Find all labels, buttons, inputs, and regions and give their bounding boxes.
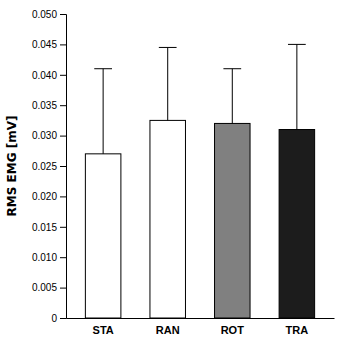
y-tick: 0.015 [32, 222, 66, 233]
y-tick-mark [60, 227, 66, 228]
error-bar-cap [159, 47, 177, 48]
error-bar [94, 69, 112, 154]
error-bar [288, 44, 306, 129]
error-bar [223, 69, 241, 124]
error-bar [159, 47, 177, 120]
x-tick: RAN [156, 318, 180, 336]
y-tick-label: 0.010 [32, 252, 57, 263]
marks [85, 44, 314, 318]
x-tick: STA [93, 318, 114, 336]
y-tick-mark [60, 75, 66, 76]
y-tick: 0.020 [32, 191, 66, 202]
y-tick: 0.030 [32, 130, 66, 141]
bar [85, 154, 121, 318]
x-tick: TRA [286, 318, 309, 336]
y-tick-mark [60, 136, 66, 137]
error-bar-cap [94, 68, 112, 69]
y-tick: 0.045 [32, 39, 66, 50]
y-tick: 0.040 [32, 70, 66, 81]
error-bar-stem [232, 69, 233, 124]
y-tick-mark [60, 196, 66, 197]
y-tick-label: 0 [51, 313, 57, 324]
x-tick-label: TRA [286, 324, 309, 336]
x-axis-line [67, 318, 335, 319]
y-tick-mark [60, 257, 66, 258]
y-tick-label: 0.050 [32, 9, 57, 20]
y-tick-mark [60, 166, 66, 167]
y-tick: 0.050 [32, 9, 66, 20]
bar [215, 123, 251, 318]
y-tick-label: 0.025 [32, 161, 57, 172]
plot: 0 0.005 0.010 0.015 0.020 0.025 0.030 0.035 0.04… [32, 9, 335, 336]
error-bar-stem [103, 69, 104, 154]
y-tick-mark [60, 14, 66, 15]
y-tick-label: 0.005 [32, 282, 57, 293]
error-bar-cap [288, 44, 306, 45]
bar [150, 120, 186, 318]
y-tick-mark [60, 288, 66, 289]
y-tick: 0.035 [32, 100, 66, 111]
y-tick-label: 0.035 [32, 100, 57, 111]
y-axis: 0 0.005 0.010 0.015 0.020 0.025 0.030 0.035 0.04… [32, 9, 67, 324]
x-tick-label: ROT [221, 324, 245, 336]
y-tick-mark [60, 44, 66, 45]
x-tick: ROT [221, 318, 245, 336]
chart: 0 0.005 0.010 0.015 0.020 0.025 0.030 0.035 0.04… [0, 0, 346, 350]
y-tick-label: 0.045 [32, 39, 57, 50]
y-tick-label: 0.015 [32, 222, 57, 233]
y-tick: 0.005 [32, 282, 66, 293]
y-tick-label: 0.020 [32, 191, 57, 202]
y-tick: 0.025 [32, 161, 66, 172]
x-tick-label: RAN [156, 324, 180, 336]
y-tick: 0 [51, 313, 66, 324]
y-tick-label: 0.030 [32, 130, 57, 141]
y-tick-label: 0.040 [32, 70, 57, 81]
x-axis: STA RAN ROT TRA [67, 318, 335, 336]
error-bar-cap [223, 68, 241, 69]
x-tick-label: STA [93, 324, 114, 336]
y-axis-line [60, 15, 67, 319]
error-bar-stem [296, 44, 297, 129]
y-tick-mark [60, 105, 66, 106]
y-axis-title: RMS EMG [mV] [5, 116, 19, 217]
error-bar-stem [167, 47, 168, 120]
bar [279, 130, 315, 318]
y-tick: 0.010 [32, 252, 66, 263]
y-tick-mark [60, 318, 66, 319]
